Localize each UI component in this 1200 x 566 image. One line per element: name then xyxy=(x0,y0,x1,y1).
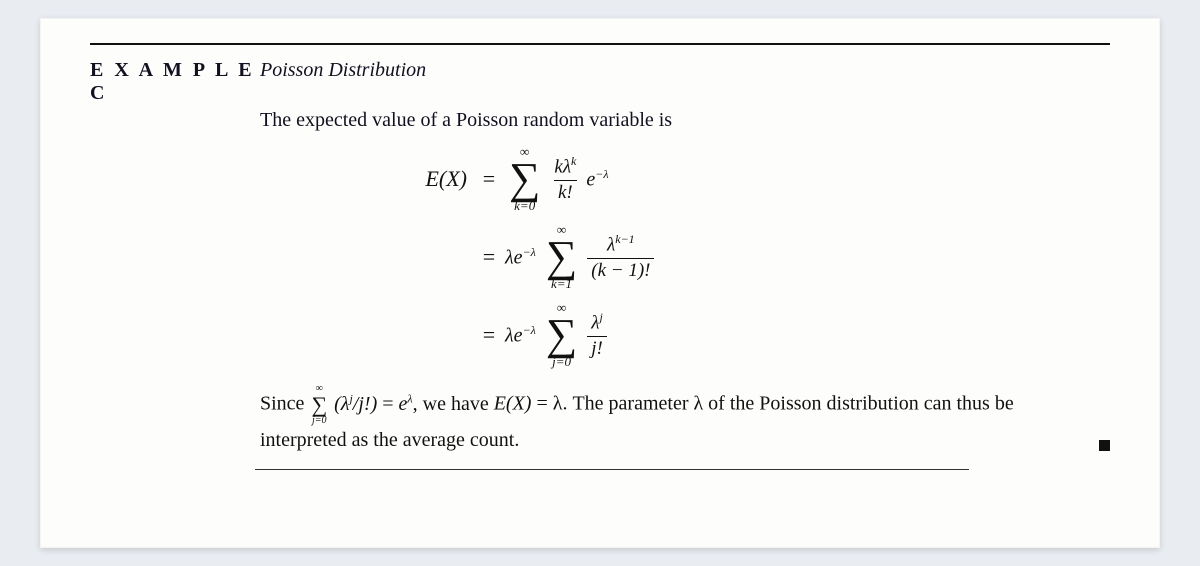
prefix-2: λe−λ xyxy=(505,245,536,270)
derivation-line-3: = λe−λ ∞ ∑ j=0 λj j! xyxy=(260,296,880,374)
bottom-rule xyxy=(255,469,969,470)
exp-factor-1: e−λ xyxy=(586,167,608,192)
fraction-1: kλk k! xyxy=(550,155,580,202)
conclusion-mid1: = eλ, we have xyxy=(382,393,493,415)
heading-row: E X A M P L E C Poisson Distribution xyxy=(90,59,1110,105)
inline-sigma: ∞ ∑ j=0 xyxy=(311,384,327,426)
prefix-3: λe−λ xyxy=(505,323,536,348)
conclusion-since-word: Since xyxy=(260,393,309,415)
equals-sign-3: = xyxy=(475,322,503,348)
conclusion-paragraph: Since ∞ ∑ j=0 (λj/j!) = eλ, we have E(X)… xyxy=(260,384,1110,455)
derivation-block: E(X) = ∞ ∑ k=0 kλk k! e−λ = λe−λ xyxy=(260,140,1110,374)
fraction-3: λj j! xyxy=(587,311,607,358)
sigma-2: ∞ ∑ k=1 xyxy=(546,223,577,291)
example-label: E X A M P L E C xyxy=(90,59,260,105)
conclusion-sum-arg: (λj/j!) xyxy=(334,393,377,415)
derivation-rhs-2: λe−λ ∞ ∑ k=1 λk−1 (k − 1)! xyxy=(503,223,823,291)
derivation-rhs-1: ∞ ∑ k=0 kλk k! e−λ xyxy=(503,145,823,213)
sigma-1: ∞ ∑ k=0 xyxy=(509,145,540,213)
sigma-3: ∞ ∑ j=0 xyxy=(546,301,577,369)
qed-box-icon xyxy=(1099,440,1110,451)
lead-sentence: The expected value of a Poisson random v… xyxy=(260,109,1110,132)
derivation-lhs: E(X) xyxy=(317,166,475,192)
derivation-line-2: = λe−λ ∞ ∑ k=1 λk−1 (k − 1)! xyxy=(260,218,880,296)
equals-sign-2: = xyxy=(475,244,503,270)
example-title: Poisson Distribution xyxy=(260,59,426,82)
page-sheet: E X A M P L E C Poisson Distribution The… xyxy=(40,18,1160,548)
equals-sign: = xyxy=(475,166,503,192)
derivation-rhs-3: λe−λ ∞ ∑ j=0 λj j! xyxy=(503,301,823,369)
top-rule xyxy=(90,43,1110,45)
fraction-2: λk−1 (k − 1)! xyxy=(587,233,654,280)
derivation-line-1: E(X) = ∞ ∑ k=0 kλk k! e−λ xyxy=(260,140,880,218)
conclusion-EX: E(X) xyxy=(494,393,532,415)
